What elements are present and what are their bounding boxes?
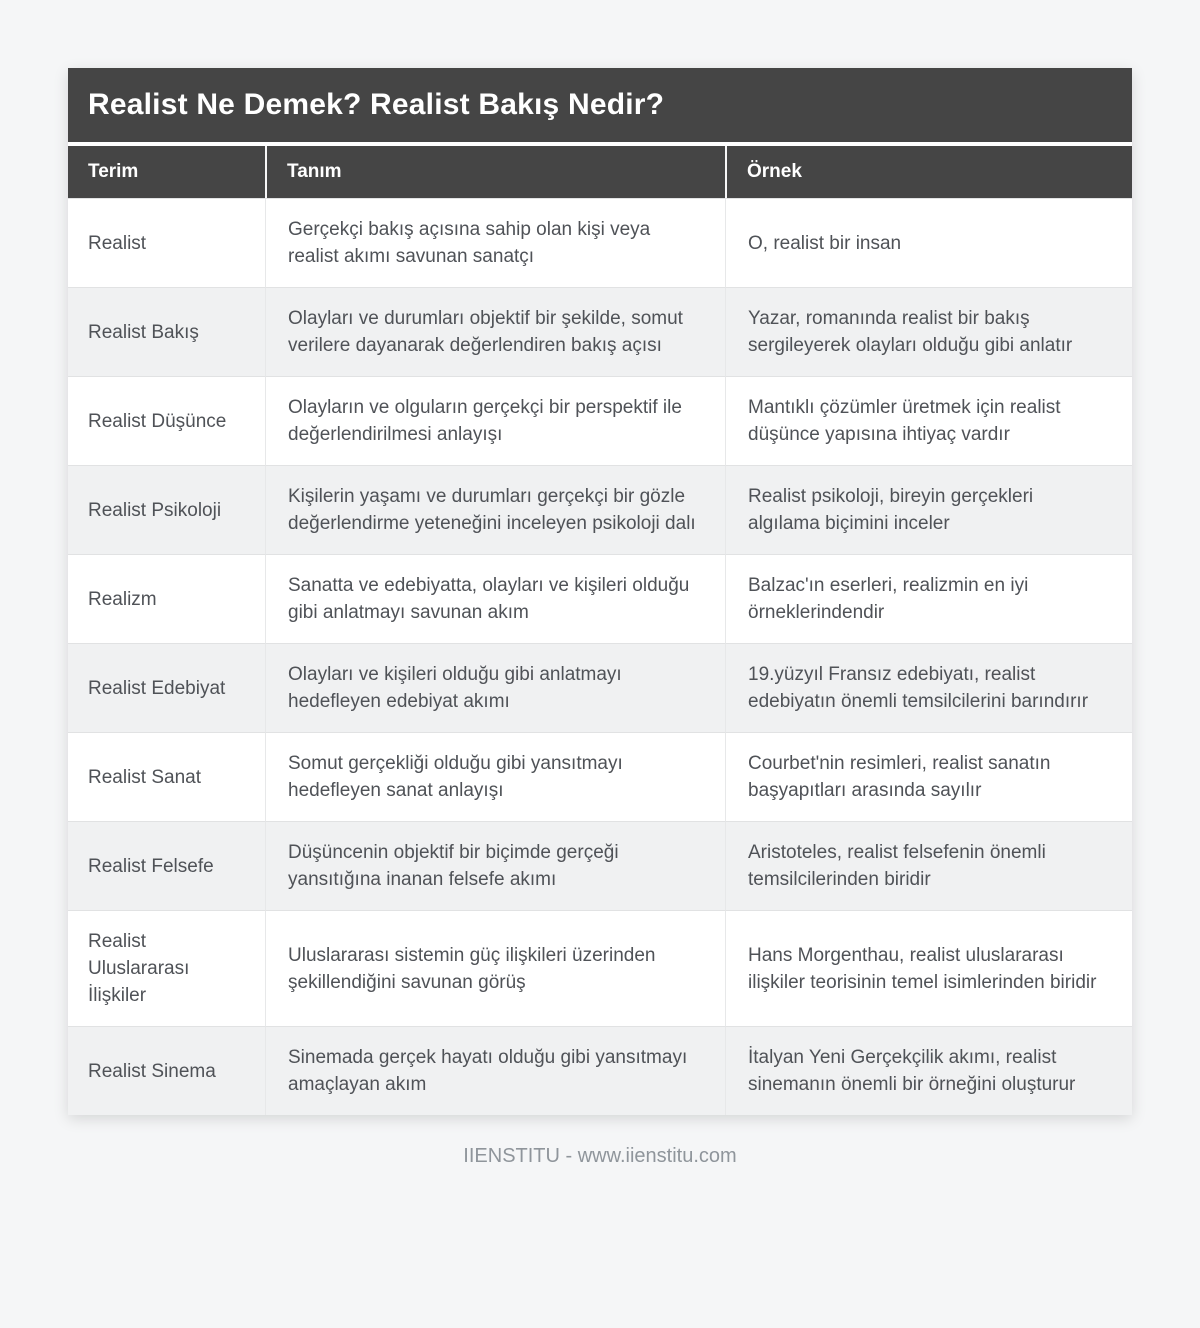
- term-cell: Realist Sanat: [68, 732, 265, 821]
- term-cell: Realist: [68, 198, 265, 287]
- example-cell: Courbet'nin resimleri, realist sanatın b…: [725, 732, 1132, 821]
- definition-cell: Düşüncenin objektif bir biçimde gerçeği …: [265, 821, 725, 910]
- table-row: Realist Düşünce Olayların ve olguların g…: [68, 376, 1132, 465]
- term-cell: Realist Uluslararası İlişkiler: [68, 910, 265, 1026]
- table-row: Realist Edebiyat Olayları ve kişileri ol…: [68, 643, 1132, 732]
- example-cell: İtalyan Yeni Gerçekçilik akımı, realist …: [725, 1026, 1132, 1115]
- example-cell: Mantıklı çözümler üretmek için realist d…: [725, 376, 1132, 465]
- example-cell: 19.yüzyıl Fransız edebiyatı, realist ede…: [725, 643, 1132, 732]
- table-row: Realist Sanat Somut gerçekliği olduğu gi…: [68, 732, 1132, 821]
- table-row: Realist Gerçekçi bakış açısına sahip ola…: [68, 198, 1132, 287]
- term-cell: Realist Sinema: [68, 1026, 265, 1115]
- definition-cell: Sanatta ve edebiyatta, olayları ve kişil…: [265, 554, 725, 643]
- term-cell: Realist Psikoloji: [68, 465, 265, 554]
- table-row: Realist Felsefe Düşüncenin objektif bir …: [68, 821, 1132, 910]
- column-header-terim: Terim: [68, 146, 265, 198]
- example-cell: Balzac'ın eserleri, realizmin en iyi örn…: [725, 554, 1132, 643]
- definition-cell: Gerçekçi bakış açısına sahip olan kişi v…: [265, 198, 725, 287]
- definition-card: Realist Ne Demek? Realist Bakış Nedir? T…: [68, 68, 1132, 1115]
- example-cell: O, realist bir insan: [725, 198, 1132, 287]
- example-cell: Realist psikoloji, bireyin gerçekleri al…: [725, 465, 1132, 554]
- table-row: Realist Bakış Olayları ve durumları obje…: [68, 287, 1132, 376]
- example-cell: Hans Morgenthau, realist uluslararası il…: [725, 910, 1132, 1026]
- table-row: Realist Uluslararası İlişkiler Uluslarar…: [68, 910, 1132, 1026]
- definition-cell: Olayları ve durumları objektif bir şekil…: [265, 287, 725, 376]
- example-cell: Aristoteles, realist felsefenin önemli t…: [725, 821, 1132, 910]
- definition-cell: Olayları ve kişileri olduğu gibi anlatma…: [265, 643, 725, 732]
- column-header-ornek: Örnek: [725, 146, 1132, 198]
- table-row: Realist Sinema Sinemada gerçek hayatı ol…: [68, 1026, 1132, 1115]
- definitions-table: Terim Tanım Örnek Realist Gerçekçi bakış…: [68, 146, 1132, 1115]
- term-cell: Realist Bakış: [68, 287, 265, 376]
- page-title: Realist Ne Demek? Realist Bakış Nedir?: [68, 68, 1132, 142]
- definition-cell: Sinemada gerçek hayatı olduğu gibi yansı…: [265, 1026, 725, 1115]
- term-cell: Realist Düşünce: [68, 376, 265, 465]
- term-cell: Realizm: [68, 554, 265, 643]
- example-cell: Yazar, romanında realist bir bakış sergi…: [725, 287, 1132, 376]
- term-cell: Realist Edebiyat: [68, 643, 265, 732]
- column-header-tanim: Tanım: [265, 146, 725, 198]
- definition-cell: Somut gerçekliği olduğu gibi yansıtmayı …: [265, 732, 725, 821]
- term-cell: Realist Felsefe: [68, 821, 265, 910]
- definition-cell: Uluslararası sistemin güç ilişkileri üze…: [265, 910, 725, 1026]
- footer-credit: IIENSTITU - www.iienstitu.com: [463, 1145, 737, 1167]
- table-row: Realist Psikoloji Kişilerin yaşamı ve du…: [68, 465, 1132, 554]
- definition-cell: Kişilerin yaşamı ve durumları gerçekçi b…: [265, 465, 725, 554]
- definition-cell: Olayların ve olguların gerçekçi bir pers…: [265, 376, 725, 465]
- table-row: Realizm Sanatta ve edebiyatta, olayları …: [68, 554, 1132, 643]
- title-divider: [68, 142, 1132, 146]
- table-header-row: Terim Tanım Örnek: [68, 146, 1132, 198]
